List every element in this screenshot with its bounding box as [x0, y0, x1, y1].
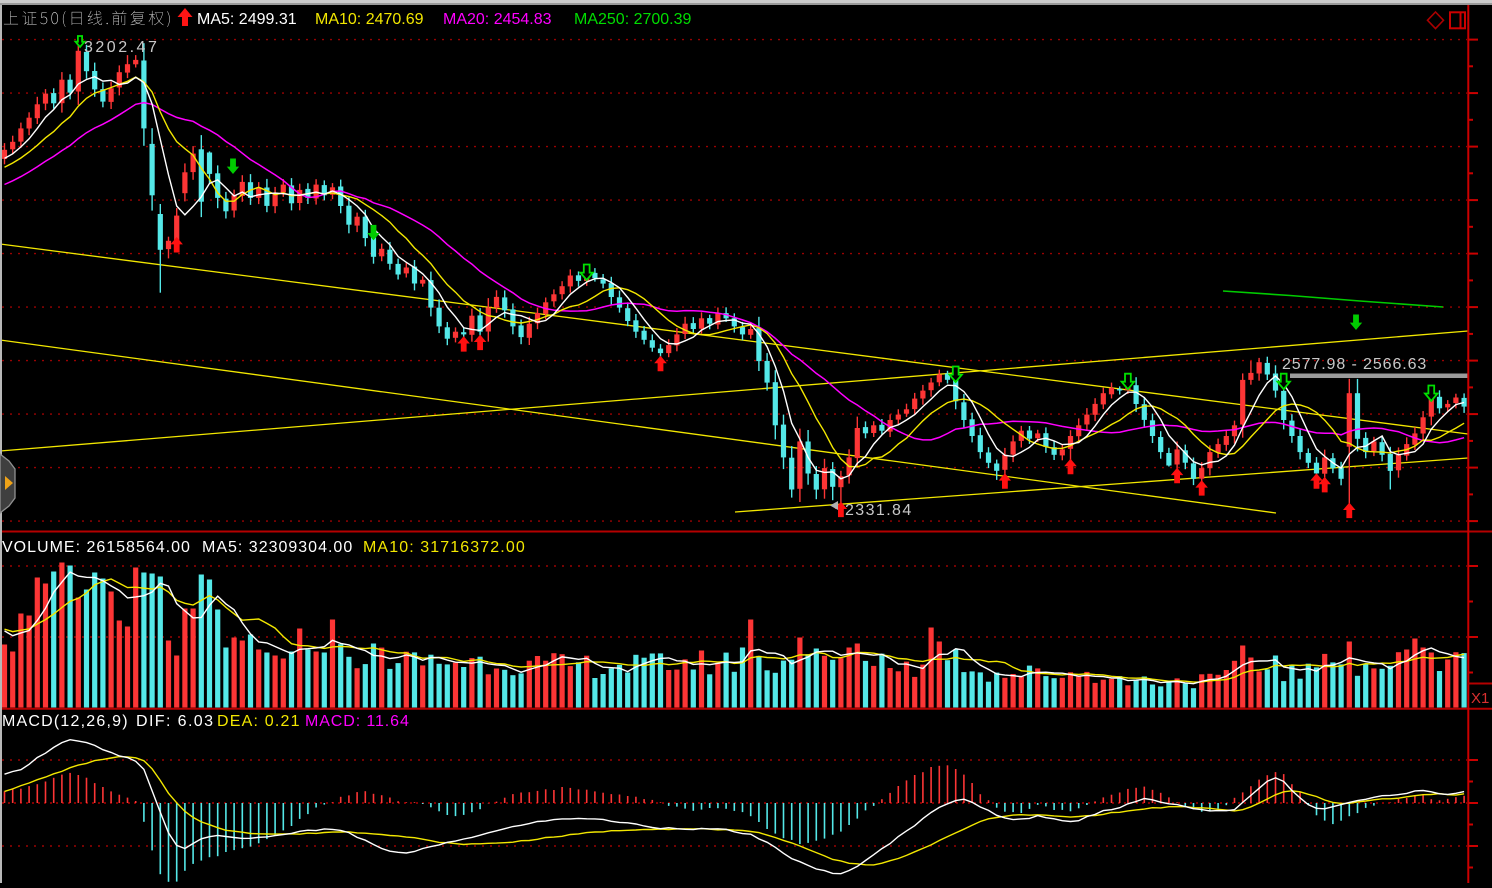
svg-text:2577.98 - 2566.63: 2577.98 - 2566.63 [1282, 356, 1427, 373]
svg-text:DEA: 0.21: DEA: 0.21 [217, 713, 301, 730]
svg-text:VOLUME: 26158564.00: VOLUME: 26158564.00 [2, 539, 191, 556]
svg-text:X1: X1 [1471, 690, 1489, 707]
svg-text:MA10: 2470.69: MA10: 2470.69 [315, 11, 424, 28]
svg-text:MACD: 11.64: MACD: 11.64 [305, 713, 410, 730]
svg-text:MA20: 2454.83: MA20: 2454.83 [443, 11, 552, 28]
svg-text:MA250: 2700.39: MA250: 2700.39 [574, 11, 692, 28]
svg-text:MA5: 2499.31: MA5: 2499.31 [197, 11, 297, 28]
svg-text:MACD(12,26,9): MACD(12,26,9) [2, 713, 129, 730]
svg-text:2331.84: 2331.84 [845, 502, 913, 519]
svg-text:MA5: 32309304.00: MA5: 32309304.00 [202, 539, 353, 556]
svg-text:MA10: 31716372.00: MA10: 31716372.00 [363, 539, 526, 556]
svg-text:DIF: 6.03: DIF: 6.03 [136, 713, 214, 730]
svg-text:3202.47: 3202.47 [84, 39, 159, 56]
